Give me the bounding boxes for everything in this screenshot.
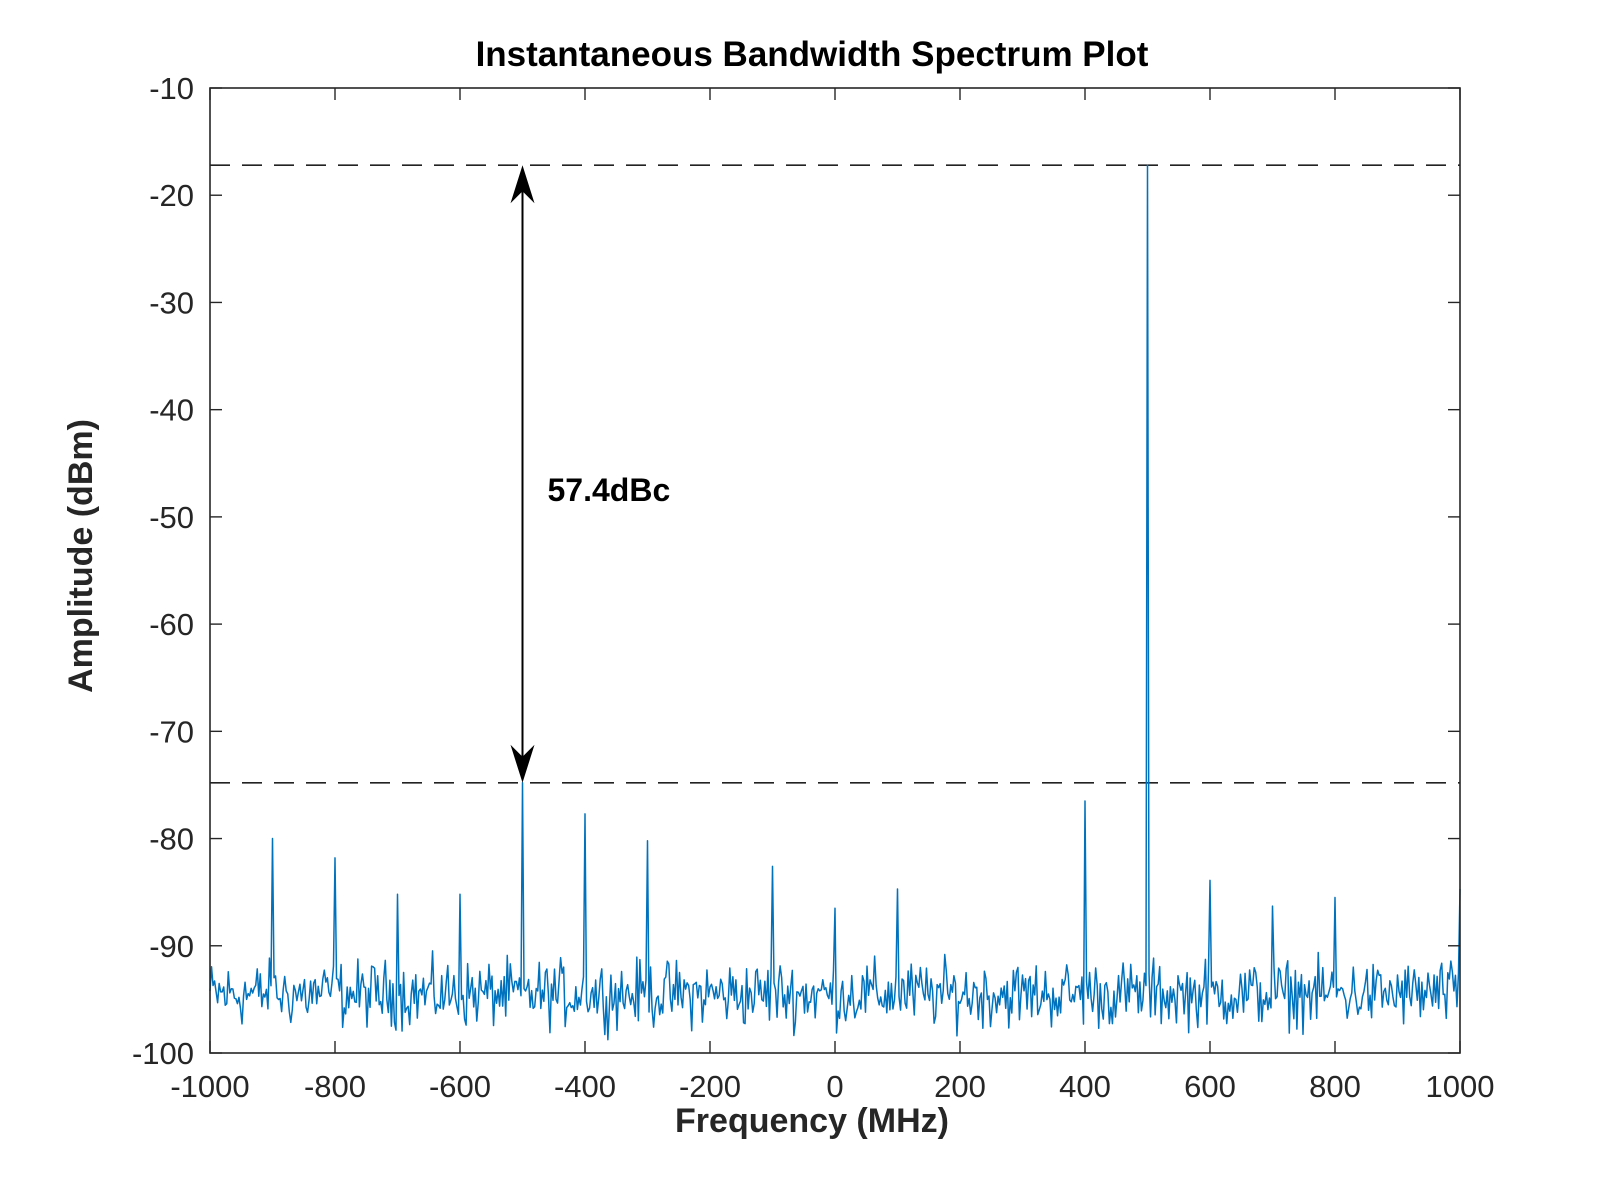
- axes: -1000 -800 -600 -400 -200 0 200 400 600 800 1000 -1…: [132, 71, 1495, 1104]
- annotation-label: 57.4dBc: [548, 472, 671, 508]
- annotation-arrowhead-top: [510, 165, 535, 204]
- y-tick-label: -10: [149, 71, 194, 106]
- x-tick-label: 800: [1309, 1069, 1361, 1104]
- y-tick-label: -100: [132, 1036, 194, 1071]
- chart-title: Instantaneous Bandwidth Spectrum Plot: [476, 35, 1149, 74]
- y-tick-label: -20: [149, 178, 194, 213]
- y-tick-label: -60: [149, 607, 194, 642]
- y-tick-label: -80: [149, 822, 194, 857]
- x-tick-label: -1000: [170, 1069, 249, 1104]
- x-tick-label: 200: [934, 1069, 986, 1104]
- x-tick-label: -200: [679, 1069, 741, 1104]
- x-tick-label: -400: [554, 1069, 616, 1104]
- x-tick-label: -600: [429, 1069, 491, 1104]
- x-tick-label: 600: [1184, 1069, 1236, 1104]
- spectrum-series-line: [209, 164, 1461, 1041]
- y-tick-label: -30: [149, 285, 194, 320]
- y-tick-label: -90: [149, 929, 194, 964]
- x-tick-label: 1000: [1426, 1069, 1495, 1104]
- x-tick-label: 0: [826, 1069, 843, 1104]
- y-axis-title: Amplitude (dBm): [62, 419, 100, 693]
- y-tick-label: -40: [149, 393, 194, 428]
- y-tick-label: -70: [149, 714, 194, 749]
- plot-area: [209, 164, 1461, 1041]
- x-tick-label: -800: [304, 1069, 366, 1104]
- y-tick-label: -50: [149, 500, 194, 535]
- annotation-arrowhead-bottom: [510, 744, 535, 783]
- x-axis-title: Frequency (MHz): [675, 1102, 949, 1140]
- x-tick-label: 400: [1059, 1069, 1111, 1104]
